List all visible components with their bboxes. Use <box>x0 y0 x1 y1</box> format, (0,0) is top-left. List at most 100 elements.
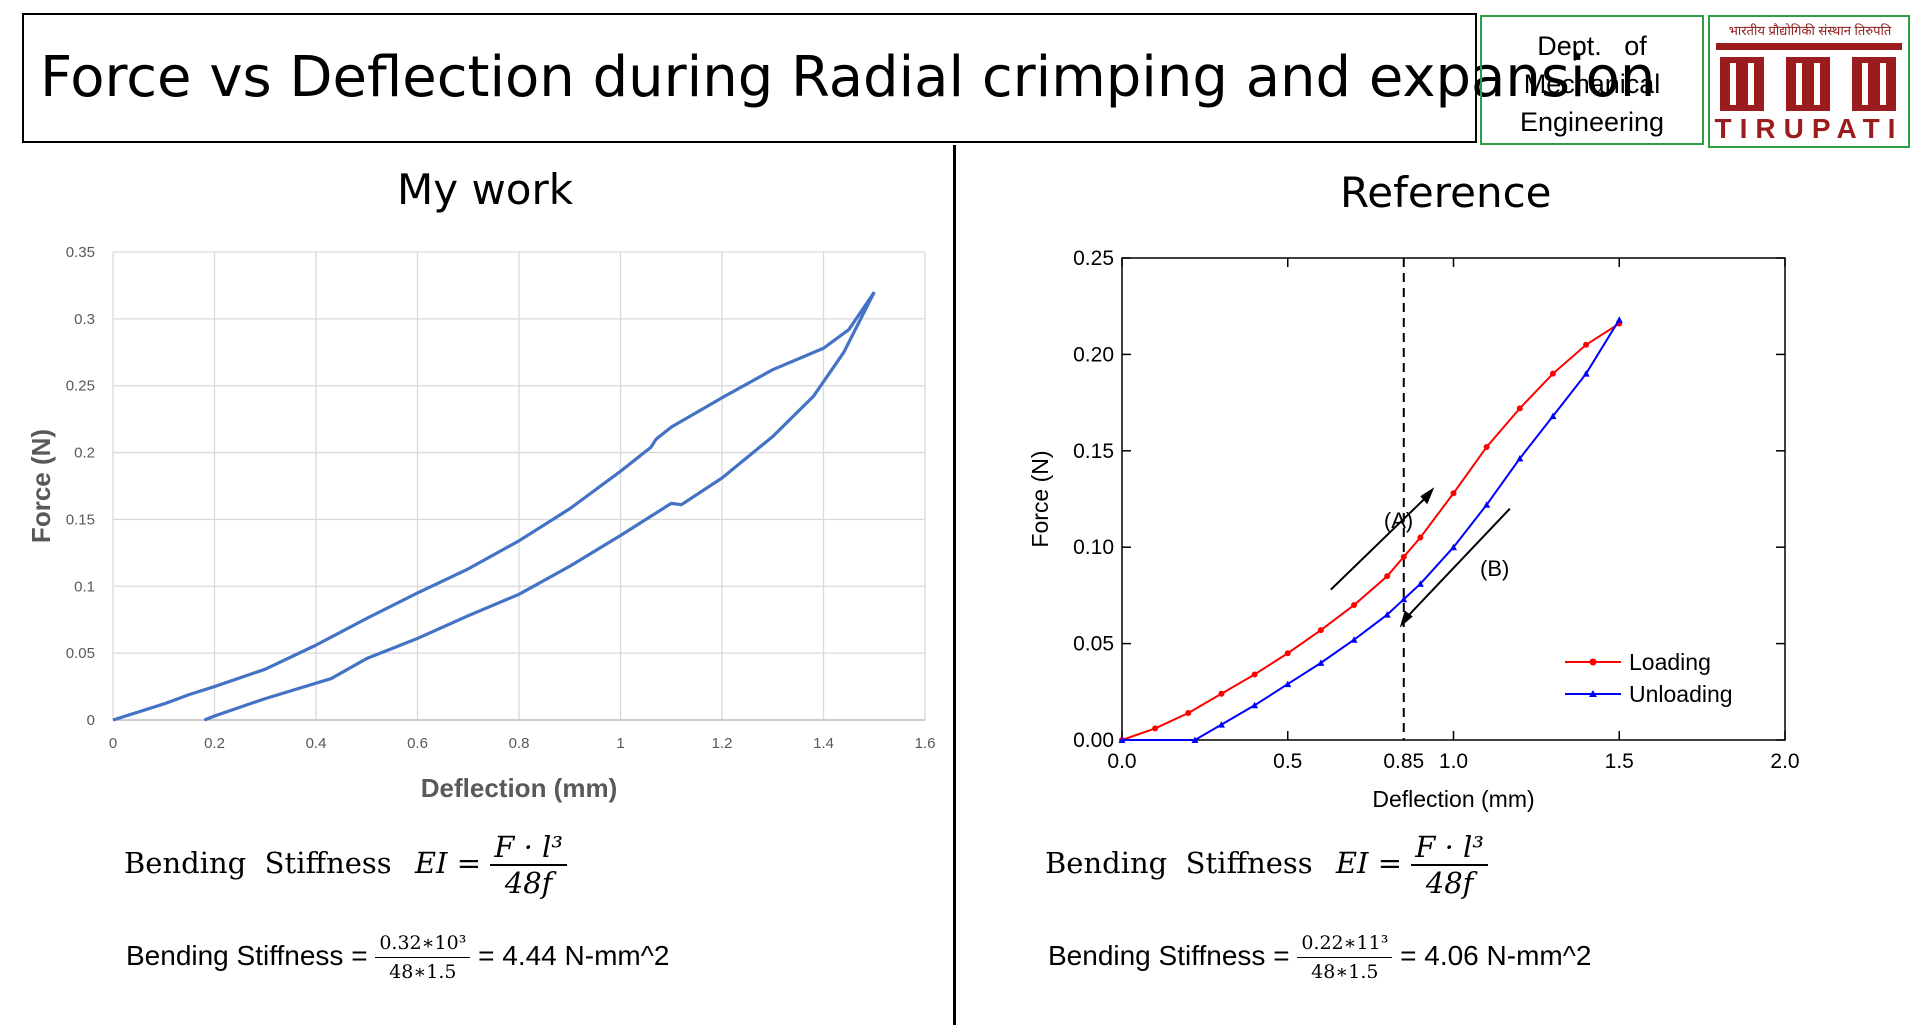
calc-prefix: Bending Stiffness = <box>126 939 376 971</box>
y-tick-label: 0.05 <box>1073 633 1114 656</box>
y-tick-label: 0 <box>87 712 95 729</box>
formula-denominator: 48f <box>504 866 553 900</box>
unloading-marker <box>1582 370 1590 377</box>
formula-numerator: F · l³ <box>1411 830 1488 866</box>
y-tick-label: 0.3 <box>74 311 95 328</box>
right-stiffness-formula: Bending Stiffness EI = F · l³ 48f <box>1045 830 1488 900</box>
dept-line: Dept. of <box>1537 31 1647 61</box>
dept-line: Engineering <box>1519 107 1665 137</box>
loading-marker <box>1351 602 1358 609</box>
formula-label: Bending Stiffness <box>124 846 392 880</box>
x-tick-label: 0.2 <box>204 735 225 752</box>
y-tick-label: 0.00 <box>1073 729 1114 752</box>
panel-divider <box>953 145 956 1025</box>
y-tick-label: 0.05 <box>66 645 95 662</box>
formula-denominator: 48f <box>1425 866 1474 900</box>
x-tick-label: 0.5 <box>1273 750 1302 773</box>
calc-prefix: Bending Stiffness = <box>1048 939 1298 971</box>
loading-marker <box>1549 370 1556 377</box>
x-tick-label: 0.8 <box>509 735 530 752</box>
loading-marker <box>1384 573 1391 580</box>
loading-marker <box>1450 490 1457 497</box>
x-tick-label: 1.5 <box>1605 750 1634 773</box>
y-tick-label: 0.2 <box>74 445 95 462</box>
arrow-b-head <box>1399 610 1413 628</box>
logo-name-text: TIRUPATI <box>1714 113 1904 144</box>
page-title: Force vs Deflection during Radial crimpi… <box>40 45 1656 110</box>
left-stiffness-calc: Bending Stiffness = 0.32∗10³ 48∗1.5 = 4.4… <box>126 932 669 983</box>
annotation-b: (B) <box>1480 556 1509 581</box>
unloading-marker <box>1615 316 1623 323</box>
arrow-a-head <box>1420 487 1435 505</box>
loading-marker <box>1284 650 1291 657</box>
calc-numerator: 0.22∗11³ <box>1297 932 1393 958</box>
series-line <box>112 291 876 722</box>
right-stiffness-calc: Bending Stiffness = 0.22∗11³ 48∗1.5 = 4.0… <box>1048 932 1591 983</box>
calc-numerator: 0.32∗10³ <box>375 932 471 958</box>
loading-marker <box>1251 671 1258 678</box>
left-panel-title: My work <box>397 165 574 214</box>
unloading-marker <box>1516 455 1524 462</box>
x-axis-label: Deflection (mm) <box>1372 786 1534 812</box>
x-tick-label: 1.0 <box>1439 750 1468 773</box>
series-line <box>1122 319 1621 741</box>
unloading-marker <box>1383 611 1391 618</box>
unloading-marker <box>1483 501 1491 508</box>
unloading-marker <box>1549 412 1557 420</box>
x-tick-label: 1.4 <box>813 735 834 752</box>
x-tick-label: 0 <box>109 735 117 752</box>
y-tick-label: 0.25 <box>1073 247 1114 270</box>
x-axis-label: Deflection (mm) <box>421 773 617 803</box>
logo-hindi-text: भारतीय प्रौद्योगिकी संस्थान तिरुपति <box>1728 23 1892 38</box>
unloading-marker <box>1400 595 1408 603</box>
y-tick-label: 0.35 <box>66 244 95 261</box>
loading-marker <box>1185 710 1192 717</box>
loading-marker <box>1152 725 1159 732</box>
institute-logo: भारतीय प्रौद्योगिकी संस्थान तिरुपति TIRU… <box>1708 15 1910 148</box>
y-tick-label: 0.10 <box>1073 536 1114 559</box>
unloading-marker <box>1450 543 1457 551</box>
y-tick-label: 0.15 <box>66 511 95 528</box>
unloading-marker <box>1191 736 1199 743</box>
loading-marker <box>1400 553 1407 560</box>
unloading-marker <box>1217 721 1225 728</box>
formula-lhs: EI <box>1335 846 1369 880</box>
series-line <box>1121 322 1620 741</box>
title-banner: Force vs Deflection during Radial crimpi… <box>22 13 1655 143</box>
legend-marker <box>1589 690 1597 697</box>
my-work-chart: 0 0.2 0.4 0.6 0.8 1 1.2 1.4 1.6 0 0.05 0.1 0.15 0.2 0.… <box>26 244 935 803</box>
left-stiffness-formula: Bending Stiffness EI = F · l³ 48f <box>124 830 567 900</box>
unloading-marker <box>1251 701 1259 709</box>
legend-marker <box>1589 658 1597 666</box>
dept-line: Mechanical <box>1523 69 1661 99</box>
x-tick-label: 2.0 <box>1770 750 1799 773</box>
right-panel-title: Reference <box>1340 168 1552 217</box>
unloading-marker <box>1317 659 1325 666</box>
loading-marker <box>1483 443 1490 450</box>
legend-label: Unloading <box>1629 681 1733 707</box>
y-tick-label: 0.25 <box>66 378 95 395</box>
calc-denominator: 48∗1.5 <box>389 961 457 983</box>
calc-result: = 4.44 N-mm^2 <box>470 939 670 971</box>
arrow-a-line <box>1330 492 1431 591</box>
unloading-marker <box>1284 680 1292 688</box>
series-line <box>203 291 876 722</box>
y-axis-label: Force (N) <box>26 429 56 543</box>
loading-marker <box>1317 627 1324 634</box>
vline-label: 0.85 <box>1383 750 1424 773</box>
calc-denominator: 48∗1.5 <box>1311 961 1379 983</box>
loading-marker <box>1583 341 1590 348</box>
formula-lhs: EI <box>414 846 448 880</box>
y-tick-label: 0.15 <box>1073 440 1114 463</box>
loading-marker <box>1516 405 1523 412</box>
dept-box: Dept. of Mechanical Engineering <box>1480 15 1704 145</box>
annotation-a: (A) <box>1384 508 1413 533</box>
x-tick-label: 1 <box>616 735 624 752</box>
x-tick-label: 0.4 <box>306 735 327 752</box>
y-tick-label: 0.20 <box>1073 343 1114 366</box>
arrow-b-line <box>1403 507 1511 622</box>
y-axis-label: Force (N) <box>1027 450 1053 547</box>
unloading-marker <box>1118 736 1126 743</box>
x-tick-label: 0.0 <box>1107 750 1136 773</box>
unloading-marker <box>1416 580 1424 587</box>
